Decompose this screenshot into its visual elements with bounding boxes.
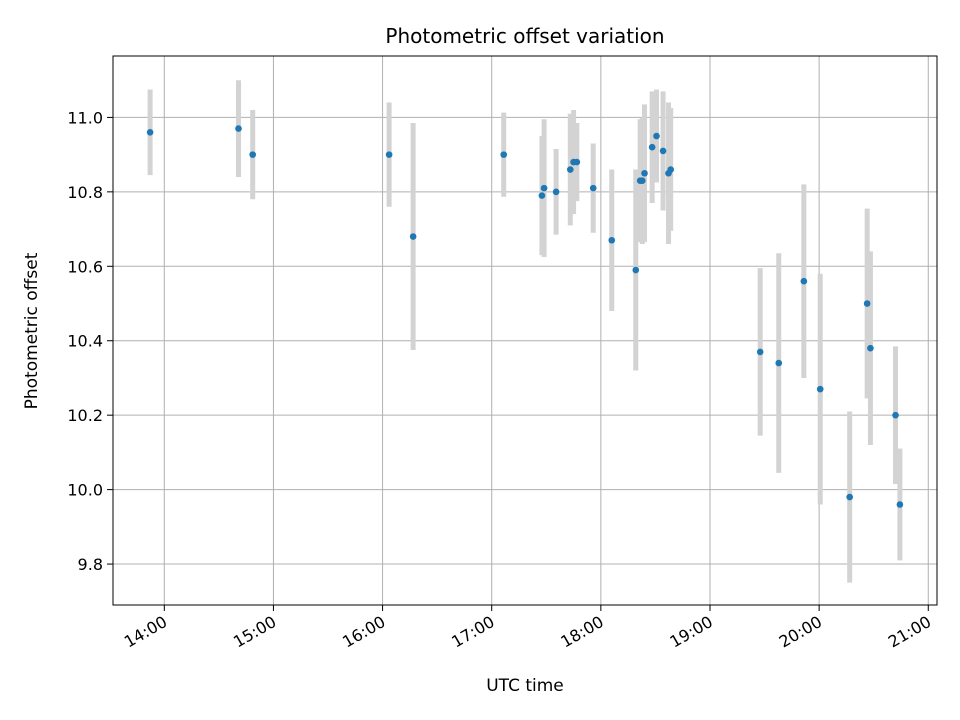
y-tick-label: 9.8 bbox=[78, 555, 103, 574]
data-point bbox=[552, 188, 560, 196]
data-point bbox=[146, 129, 154, 136]
data-point bbox=[775, 359, 783, 367]
grid-layer bbox=[113, 56, 937, 605]
data-point bbox=[639, 177, 646, 184]
y-axis-title: Photometric offset bbox=[22, 252, 42, 409]
data-point bbox=[589, 184, 597, 192]
data-point bbox=[385, 151, 393, 158]
data-point bbox=[896, 501, 904, 508]
data-point bbox=[756, 348, 764, 356]
data-point bbox=[641, 169, 648, 177]
chart-title: Photometric offset variation bbox=[385, 24, 664, 48]
data-point bbox=[538, 192, 546, 199]
data-point bbox=[540, 184, 548, 192]
y-tick-label: 10.4 bbox=[67, 332, 103, 351]
data-point bbox=[659, 147, 667, 155]
point-layer bbox=[146, 125, 904, 508]
data-point bbox=[648, 143, 656, 151]
data-point bbox=[573, 158, 581, 166]
data-point bbox=[867, 344, 874, 352]
y-tick-label: 10.0 bbox=[67, 481, 103, 500]
plot-area-frame bbox=[112, 55, 938, 606]
data-point bbox=[235, 125, 242, 132]
data-point bbox=[667, 166, 675, 173]
data-point bbox=[409, 233, 417, 240]
data-point bbox=[892, 411, 899, 419]
data-point bbox=[249, 151, 256, 158]
y-tick-label: 10.8 bbox=[67, 183, 103, 202]
y-axis: 9.8 10.0 10.2 10.4 10.6 10.8 11.0 bbox=[67, 108, 113, 574]
data-point bbox=[608, 236, 616, 244]
x-axis-title: UTC time bbox=[486, 676, 564, 696]
data-point bbox=[846, 493, 853, 501]
y-tick-label: 11.0 bbox=[67, 108, 103, 127]
data-point bbox=[500, 151, 508, 158]
data-point bbox=[566, 166, 574, 173]
y-tick-label: 10.6 bbox=[67, 257, 103, 276]
data-point bbox=[632, 266, 640, 274]
data-point bbox=[653, 132, 660, 140]
data-point bbox=[816, 385, 824, 393]
y-tick-label: 10.2 bbox=[67, 406, 103, 425]
data-point bbox=[863, 300, 871, 307]
data-point bbox=[800, 277, 808, 285]
